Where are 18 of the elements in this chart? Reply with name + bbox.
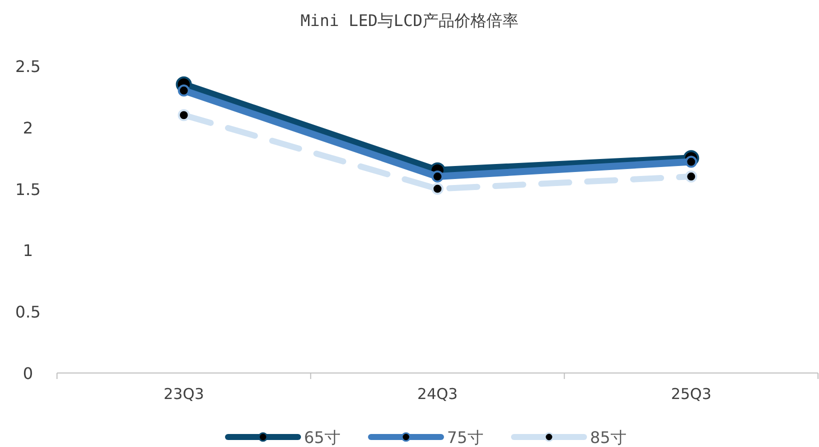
chart-title: Mini LED与LCD产品价格倍率 — [300, 11, 518, 30]
y-tick-label: 2.5 — [15, 57, 41, 76]
y-tick-label: 2 — [22, 118, 34, 138]
point — [178, 84, 190, 97]
y-tick-label: 0.5 — [15, 302, 41, 322]
legend-label: 85寸 — [590, 428, 626, 447]
point — [685, 170, 698, 183]
x-tick-label: 24Q3 — [417, 385, 458, 403]
legend-label: 65寸 — [304, 428, 340, 447]
y-tick-label: 1.5 — [15, 180, 41, 199]
point — [178, 109, 190, 122]
y-tick-label: 1 — [22, 241, 34, 260]
x-tick-label: 25Q3 — [670, 385, 712, 403]
point — [432, 182, 444, 195]
y-tick-label: 0 — [22, 364, 34, 383]
x-tick-label: 23Q3 — [164, 385, 204, 403]
point — [432, 170, 444, 183]
legend-label: 75寸 — [447, 428, 484, 447]
